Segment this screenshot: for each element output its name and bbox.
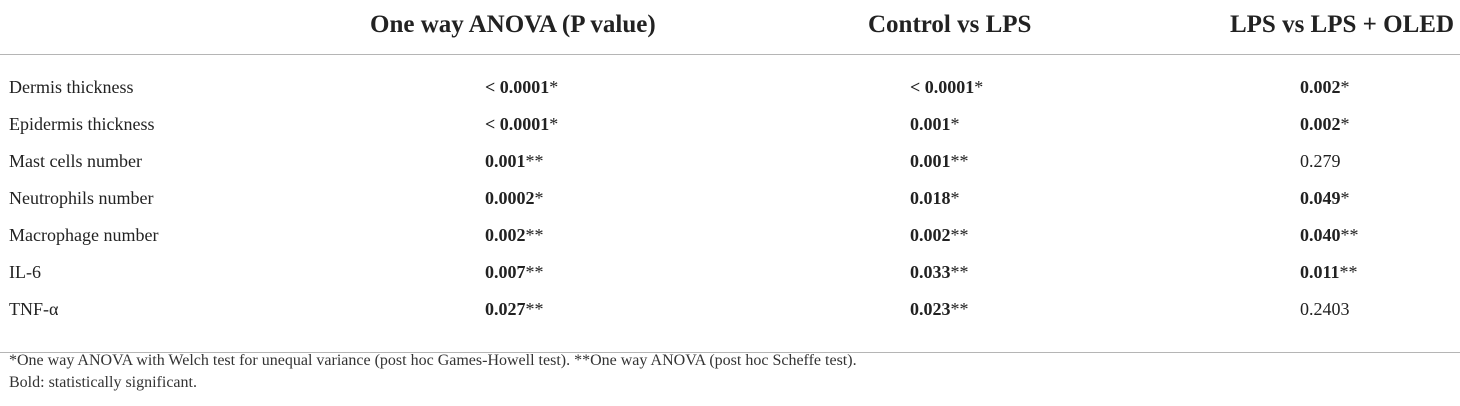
table-row: TNF-α 0.027** 0.023** 0.2403 [0,291,1460,332]
test-marker: * [549,77,559,97]
p-value: 0.023 [910,299,951,319]
p-value: 0.002 [1300,77,1341,97]
cell-anova: 0.0002* [230,180,790,217]
p-value: 0.2403 [1300,299,1350,319]
table-footnotes: *One way ANOVA with Welch test for unequ… [9,350,857,394]
test-marker: * [534,188,544,208]
cell-lps-vs-lps-oled: 0.040** [1120,217,1460,254]
p-value: 0.001 [485,151,526,171]
test-marker: ** [950,151,969,171]
cell-control-vs-lps: 0.001** [790,143,1120,180]
test-marker: * [1340,188,1350,208]
table-header: One way ANOVA (P value) Control vs LPS L… [0,0,1460,55]
header-lps-vs-lps-oled: LPS vs LPS + OLED [1120,0,1460,55]
test-marker: ** [525,225,544,245]
results-table-container: One way ANOVA (P value) Control vs LPS L… [0,0,1460,353]
anova-results-table: One way ANOVA (P value) Control vs LPS L… [0,0,1460,353]
p-value: 0.0002 [485,188,535,208]
p-value: 0.011 [1300,262,1340,282]
table-row: Epidermis thickness < 0.0001* 0.001* 0.002* [0,106,1460,143]
cell-control-vs-lps: 0.023** [790,291,1120,332]
cell-anova: < 0.0001* [230,106,790,143]
cell-lps-vs-lps-oled: 0.011** [1120,254,1460,291]
p-value: 0.018 [910,188,951,208]
cell-anova: 0.001** [230,143,790,180]
p-value: < 0.0001 [910,77,975,97]
test-marker: * [549,114,559,134]
row-label: Dermis thickness [9,77,134,97]
table-bottom-rule [0,332,1460,353]
test-marker: ** [1339,262,1358,282]
footnote-methods: *One way ANOVA with Welch test for unequ… [9,352,857,369]
footnote-bold-legend: Bold: statistically significant. [9,374,197,391]
header-row: One way ANOVA (P value) Control vs LPS L… [0,0,1460,55]
row-label: IL-6 [9,262,41,282]
p-value: 0.049 [1300,188,1341,208]
p-value: < 0.0001 [485,114,550,134]
row-label: TNF-α [9,299,59,319]
header-control-vs-lps: Control vs LPS [790,0,1120,55]
header-empty-cell [0,0,230,55]
test-marker: ** [525,262,544,282]
cell-control-vs-lps: < 0.0001* [790,69,1120,106]
row-label: Epidermis thickness [9,114,155,134]
cell-control-vs-lps: 0.033** [790,254,1120,291]
cell-lps-vs-lps-oled: 0.002* [1120,69,1460,106]
test-marker: * [950,114,960,134]
p-value: < 0.0001 [485,77,550,97]
p-value: 0.033 [910,262,951,282]
test-marker: * [1340,77,1350,97]
cell-anova: < 0.0001* [230,69,790,106]
p-value: 0.040 [1300,225,1341,245]
test-marker: * [1340,114,1350,134]
row-label: Neutrophils number [9,188,154,208]
p-value: 0.027 [485,299,526,319]
test-marker: ** [950,262,969,282]
p-value: 0.001 [910,114,951,134]
spacer-row [0,55,1460,70]
test-marker: ** [950,225,969,245]
p-value: 0.001 [910,151,951,171]
p-value: 0.002 [910,225,951,245]
cell-lps-vs-lps-oled: 0.002* [1120,106,1460,143]
header-anova: One way ANOVA (P value) [230,0,790,55]
table-row: Dermis thickness < 0.0001* < 0.0001* 0.002* [0,69,1460,106]
cell-control-vs-lps: 0.002** [790,217,1120,254]
p-value: 0.002 [485,225,526,245]
p-value: 0.002 [1300,114,1341,134]
cell-control-vs-lps: 0.001* [790,106,1120,143]
table-row: Mast cells number 0.001** 0.001** 0.279 [0,143,1460,180]
test-marker: ** [525,299,544,319]
row-label: Mast cells number [9,151,142,171]
table-body: Dermis thickness < 0.0001* < 0.0001* 0.002*… [0,55,1460,353]
cell-lps-vs-lps-oled: 0.279 [1120,143,1460,180]
row-label: Macrophage number [9,225,159,245]
cell-control-vs-lps: 0.018* [790,180,1120,217]
test-marker: * [950,188,960,208]
p-value: 0.007 [485,262,526,282]
cell-lps-vs-lps-oled: 0.049* [1120,180,1460,217]
cell-anova: 0.002** [230,217,790,254]
cell-anova: 0.027** [230,291,790,332]
test-marker: ** [1340,225,1359,245]
test-marker: ** [950,299,969,319]
table-row: Neutrophils number 0.0002* 0.018* 0.049* [0,180,1460,217]
table-row: IL-6 0.007** 0.033** 0.011** [0,254,1460,291]
test-marker: ** [525,151,544,171]
table-row: Macrophage number 0.002** 0.002** 0.040** [0,217,1460,254]
cell-anova: 0.007** [230,254,790,291]
test-marker: * [974,77,984,97]
cell-lps-vs-lps-oled: 0.2403 [1120,291,1460,332]
p-value: 0.279 [1300,151,1341,171]
